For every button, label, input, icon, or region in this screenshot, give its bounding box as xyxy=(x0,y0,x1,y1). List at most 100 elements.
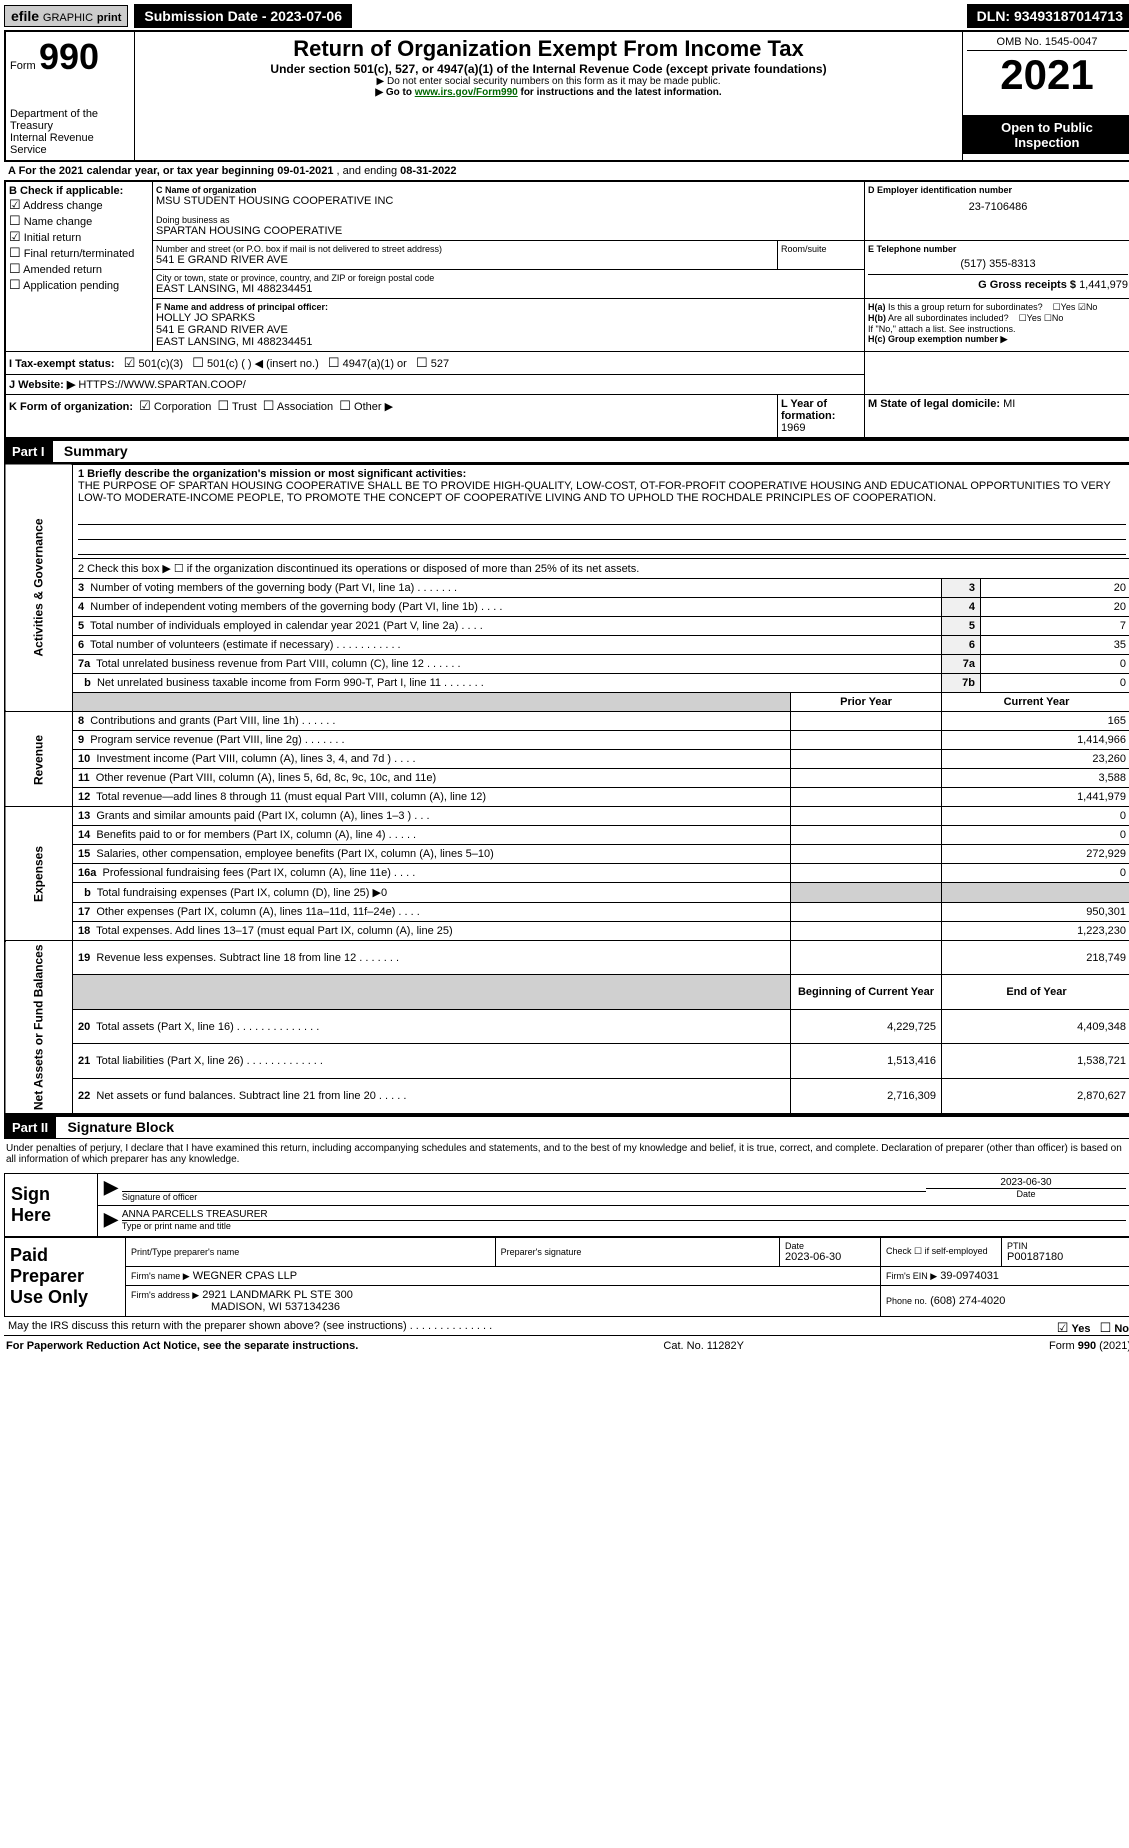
prep-date: 2023-06-30 xyxy=(785,1251,875,1263)
chk-501c3[interactable]: ☑ xyxy=(124,355,136,370)
hc-row: H(c) Group exemption number ▶ xyxy=(868,334,1128,345)
gov-row-5: 5 Total number of individuals employed i… xyxy=(73,617,942,636)
phone-label: E Telephone number xyxy=(868,244,1128,254)
firm-addr1: 2921 LANDMARK PL STE 300 xyxy=(202,1289,353,1301)
officer-label: F Name and address of principal officer: xyxy=(156,302,861,312)
exp-row-19: 19 Revenue less expenses. Subtract line … xyxy=(73,941,791,975)
form-word: Form xyxy=(10,60,36,72)
chk-initial-return[interactable]: ☑ Initial return xyxy=(9,229,149,245)
firm-ein: 39-0974031 xyxy=(940,1270,999,1282)
hb-row: H(b) Are all subordinates included? ☐Yes… xyxy=(868,313,1128,324)
chk-527[interactable]: ☐ xyxy=(416,355,428,370)
efile-label: efile GRAPHIC print xyxy=(4,5,128,27)
irs-link[interactable]: www.irs.gov/Form990 xyxy=(415,87,518,98)
net-row-21: 21 Total liabilities (Part X, line 26) .… xyxy=(73,1044,791,1078)
discuss-no[interactable]: ☐ xyxy=(1100,1320,1112,1335)
part1-title: Summary xyxy=(56,443,128,459)
tax-exempt-label: I Tax-exempt status: xyxy=(9,358,115,370)
year-formation-label: L Year of formation: xyxy=(781,398,835,422)
chk-application-pending[interactable]: ☐ Application pending xyxy=(9,277,149,293)
street-label: Number and street (or P.O. box if mail i… xyxy=(156,244,774,254)
chk-name-change[interactable]: ☐ Name change xyxy=(9,213,149,229)
chk-trust[interactable]: ☐ xyxy=(218,398,230,413)
rev-row-8: 8 Contributions and grants (Part VIII, l… xyxy=(73,712,791,731)
firm-name: WEGNER CPAS LLP xyxy=(193,1270,297,1282)
penalties-text: Under penalties of perjury, I declare th… xyxy=(4,1139,1129,1169)
gov-row-7b: b Net unrelated business taxable income … xyxy=(73,674,942,693)
hb-note: If "No," attach a list. See instructions… xyxy=(868,324,1128,334)
exp-row-14: 14 Benefits paid to or for members (Part… xyxy=(73,826,791,845)
entity-block: B Check if applicable: ☑ Address change … xyxy=(4,181,1129,439)
side-governance: Activities & Governance xyxy=(5,464,73,712)
sign-here-block: Sign Here ▶ Signature of officer 2023-06… xyxy=(4,1173,1129,1237)
footer: For Paperwork Reduction Act Notice, see … xyxy=(4,1336,1129,1356)
dept-treasury: Department of the Treasury xyxy=(10,108,130,132)
phone-value: (517) 355-8313 xyxy=(868,254,1128,274)
officer-street: 541 E GRAND RIVER AVE xyxy=(156,324,861,336)
chk-final-return[interactable]: ☐ Final return/terminated xyxy=(9,245,149,261)
discuss-yes[interactable]: ☑ xyxy=(1057,1320,1069,1335)
state-domicile-value: MI xyxy=(1003,398,1015,410)
gov-row-4: 4 Number of independent voting members o… xyxy=(73,598,942,617)
submission-date-button[interactable]: Submission Date - 2023-07-06 xyxy=(134,4,352,28)
room-label: Room/suite xyxy=(781,244,861,254)
gov-row-6: 6 Total number of volunteers (estimate i… xyxy=(73,636,942,655)
period-end: 08-31-2022 xyxy=(400,165,456,177)
chk-address-change[interactable]: ☑ Address change xyxy=(9,197,149,213)
chk-corp[interactable]: ☑ xyxy=(139,398,151,413)
form-org-label: K Form of organization: xyxy=(9,401,133,413)
gov-row-7a: 7a Total unrelated business revenue from… xyxy=(73,655,942,674)
exp-row-16b: b Total fundraising expenses (Part IX, c… xyxy=(73,883,791,903)
chk-assoc[interactable]: ☐ xyxy=(263,398,275,413)
chk-other[interactable]: ☐ xyxy=(339,398,351,413)
cat-number: Cat. No. 11282Y xyxy=(663,1340,744,1352)
exp-row-18: 18 Total expenses. Add lines 13–17 (must… xyxy=(73,922,791,941)
dba-value: SPARTAN HOUSING COOPERATIVE xyxy=(156,225,861,237)
side-net-assets: Net Assets or Fund Balances xyxy=(5,941,73,1114)
city-label: City or town, state or province, country… xyxy=(156,273,861,283)
period-begin: 09-01-2021 xyxy=(277,165,333,177)
exp-row-13: 13 Grants and similar amounts paid (Part… xyxy=(73,807,791,826)
rev-row-10: 10 Investment income (Part VIII, column … xyxy=(73,750,791,769)
website-value[interactable]: HTTPS://WWW.SPARTAN.COOP/ xyxy=(78,379,245,391)
efile-print[interactable]: print xyxy=(97,12,121,24)
end-year-header: End of Year xyxy=(942,975,1129,1009)
efile-prefix: efile xyxy=(11,8,39,24)
street-value: 541 E GRAND RIVER AVE xyxy=(156,254,774,266)
line2-checkbox[interactable]: 2 Check this box ▶ ☐ if the organization… xyxy=(73,559,1129,579)
ssn-warning: ▶ Do not enter social security numbers o… xyxy=(139,76,958,87)
chk-4947[interactable]: ☐ xyxy=(328,355,340,370)
org-name-label: C Name of organization xyxy=(156,185,861,195)
top-bar: efile GRAPHIC print Submission Date - 20… xyxy=(4,4,1129,28)
paid-preparer-block: Paid Preparer Use Only Print/Type prepar… xyxy=(4,1237,1129,1317)
type-print-label: Type or print name and title xyxy=(122,1220,1126,1231)
chk-amended-return[interactable]: ☐ Amended return xyxy=(9,261,149,277)
rev-row-11: 11 Other revenue (Part VIII, column (A),… xyxy=(73,769,791,788)
officer-name: HOLLY JO SPARKS xyxy=(156,312,861,324)
ein-value: 23-7106486 xyxy=(868,195,1128,213)
ptin-value: P00187180 xyxy=(1007,1251,1127,1263)
pra-notice: For Paperwork Reduction Act Notice, see … xyxy=(6,1340,358,1352)
ein-label: D Employer identification number xyxy=(868,185,1128,195)
state-domicile-label: M State of legal domicile: xyxy=(868,398,1000,410)
self-employed-check[interactable]: Check ☐ if self-employed xyxy=(886,1246,996,1257)
gross-receipts-value: 1,441,979 xyxy=(1079,279,1128,291)
prior-year-header: Prior Year xyxy=(791,693,942,712)
sign-here-label: Sign Here xyxy=(5,1174,98,1236)
begin-year-header: Beginning of Current Year xyxy=(791,975,942,1009)
discuss-row: May the IRS discuss this return with the… xyxy=(4,1317,1129,1336)
summary-table: Activities & Governance 1 Briefly descri… xyxy=(4,463,1129,1115)
officer-city: EAST LANSING, MI 488234451 xyxy=(156,336,861,348)
arrow-icon-2: ▶ xyxy=(104,1209,118,1231)
part2-header-row: Part II Signature Block xyxy=(4,1115,1129,1139)
part2-badge: Part II xyxy=(4,1117,56,1138)
form-number: 990 xyxy=(39,36,99,77)
tax-period-row: A For the 2021 calendar year, or tax yea… xyxy=(4,162,1129,181)
exp-row-16a: 16a Professional fundraising fees (Part … xyxy=(73,864,791,883)
chk-501c[interactable]: ☐ xyxy=(192,355,204,370)
part2-title: Signature Block xyxy=(59,1119,174,1135)
org-name: MSU STUDENT HOUSING COOPERATIVE INC xyxy=(156,195,861,207)
mission-label: 1 Briefly describe the organization's mi… xyxy=(78,468,466,480)
part1-header-row: Part I Summary xyxy=(4,439,1129,463)
website-label: J Website: ▶ xyxy=(9,379,75,391)
